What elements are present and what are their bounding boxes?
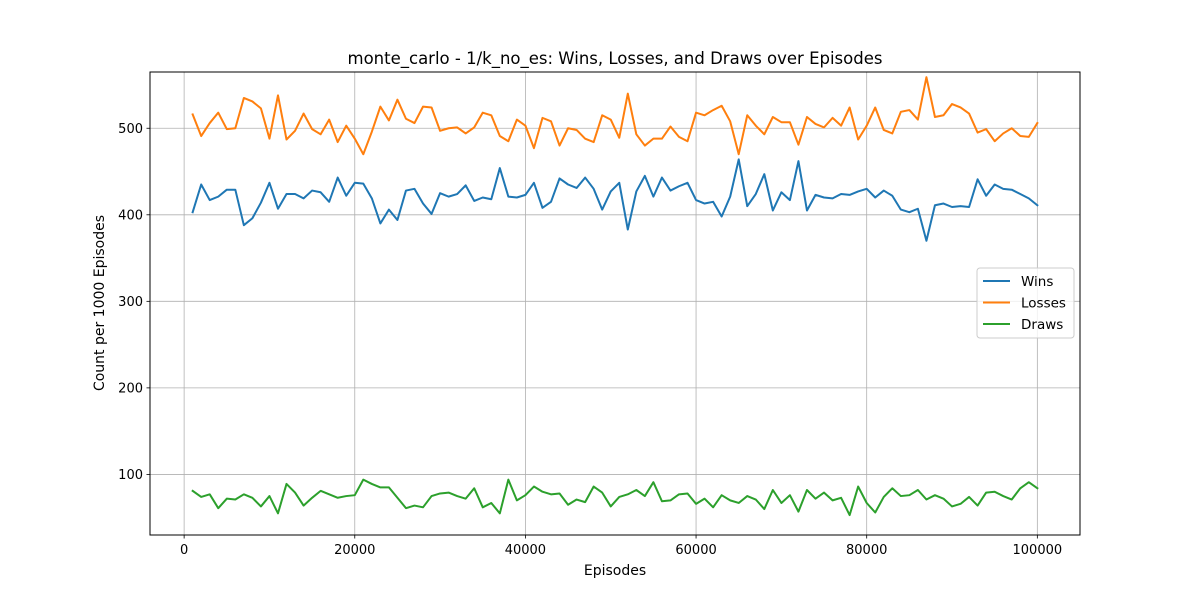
x-tick-label: 0 — [180, 543, 188, 558]
legend-label-wins: Wins — [1021, 274, 1053, 290]
legend-box — [976, 267, 1075, 339]
y-axis-label: Count per 1000 Episodes — [92, 215, 108, 391]
y-tick-label: 300 — [118, 295, 143, 310]
x-tick-label: 20000 — [334, 543, 375, 558]
y-tick-label: 100 — [118, 468, 143, 483]
series-lines — [191, 76, 1039, 517]
x-tick-label: 60000 — [675, 543, 716, 558]
legend: Wins Losses Draws — [976, 267, 1075, 339]
series-line-draws — [191, 478, 1039, 517]
y-tick-label: 200 — [118, 381, 143, 396]
series-line-wins — [191, 158, 1039, 242]
x-tick-label: 40000 — [505, 543, 546, 558]
plot-area — [149, 71, 1081, 536]
legend-label-losses: Losses — [1021, 296, 1066, 312]
x-tick-label: 100000 — [1013, 543, 1063, 558]
series-line-losses — [191, 76, 1039, 156]
axis-ticks: 0 20000 40000 60000 80000 100000 100 200 300 400 5… — [118, 122, 1062, 558]
chart-title: monte_carlo - 1/k_no_es: Wins, Losses, a… — [348, 49, 883, 69]
legend-label-draws: Draws — [1021, 317, 1063, 333]
x-axis-label: Episodes — [584, 563, 646, 579]
grid — [150, 72, 1080, 535]
x-tick-label: 80000 — [846, 543, 887, 558]
y-tick-label: 500 — [118, 122, 143, 137]
y-tick-label: 400 — [118, 208, 143, 223]
